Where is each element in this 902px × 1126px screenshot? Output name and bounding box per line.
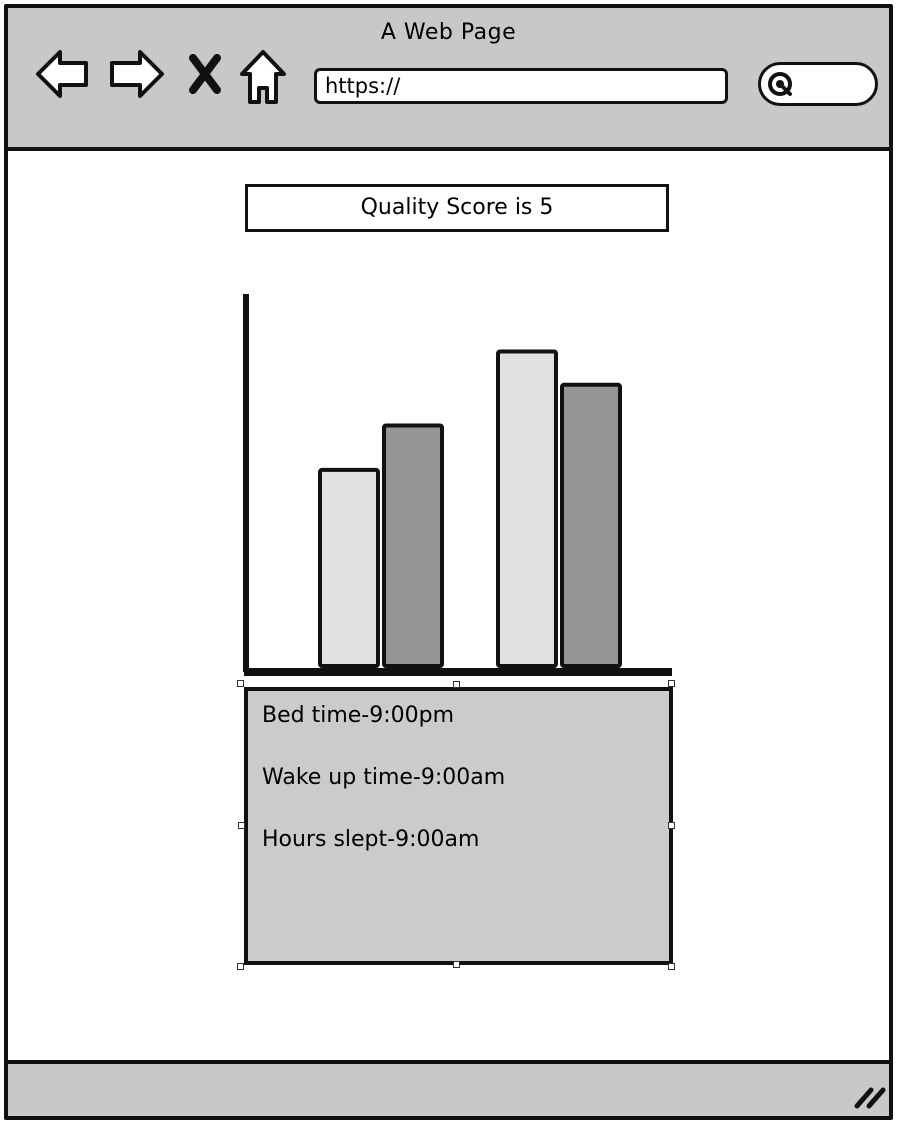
hours-slept-text: Hours slept-9:00am: [262, 827, 480, 852]
resize-handle-bottom-left[interactable]: [237, 963, 244, 970]
bar-group-1-series-1: [318, 467, 380, 668]
resize-handle-bottom-right[interactable]: [668, 963, 675, 970]
stop-close-icon[interactable]: [188, 54, 222, 98]
bar-group-1-series-2: [382, 423, 444, 668]
resize-handle-left[interactable]: [238, 822, 245, 829]
bar-group-2-series-2: [560, 382, 622, 669]
resize-grip-icon[interactable]: [853, 1080, 887, 1114]
bed-time-text: Bed time-9:00pm: [262, 703, 455, 728]
resize-handle-bottom[interactable]: [453, 961, 460, 968]
forward-icon[interactable]: [108, 48, 166, 104]
home-icon[interactable]: [238, 48, 288, 110]
quality-score-label: Quality Score is 5: [245, 184, 669, 232]
browser-window: A Web Page https://: [4, 4, 893, 1120]
window-title: A Web Page: [380, 20, 517, 45]
back-icon[interactable]: [34, 48, 90, 104]
resize-handle-top[interactable]: [453, 681, 460, 688]
resize-handle-right[interactable]: [668, 822, 675, 829]
resize-handle-top-right[interactable]: [668, 680, 675, 687]
search-input[interactable]: [758, 62, 878, 106]
wake-up-time-text: Wake up time-9:00am: [262, 765, 506, 790]
sleep-info-panel[interactable]: Bed time-9:00pm Wake up time-9:00am Hour…: [244, 687, 673, 965]
title-bar: A Web Page https://: [8, 8, 889, 151]
resize-handle-top-left[interactable]: [237, 680, 244, 687]
bar-group-2-series-1: [496, 349, 558, 668]
status-bar: [8, 1060, 889, 1116]
sleep-bar-chart: [243, 294, 672, 676]
url-input[interactable]: https://: [314, 68, 728, 104]
search-icon: [768, 72, 792, 96]
